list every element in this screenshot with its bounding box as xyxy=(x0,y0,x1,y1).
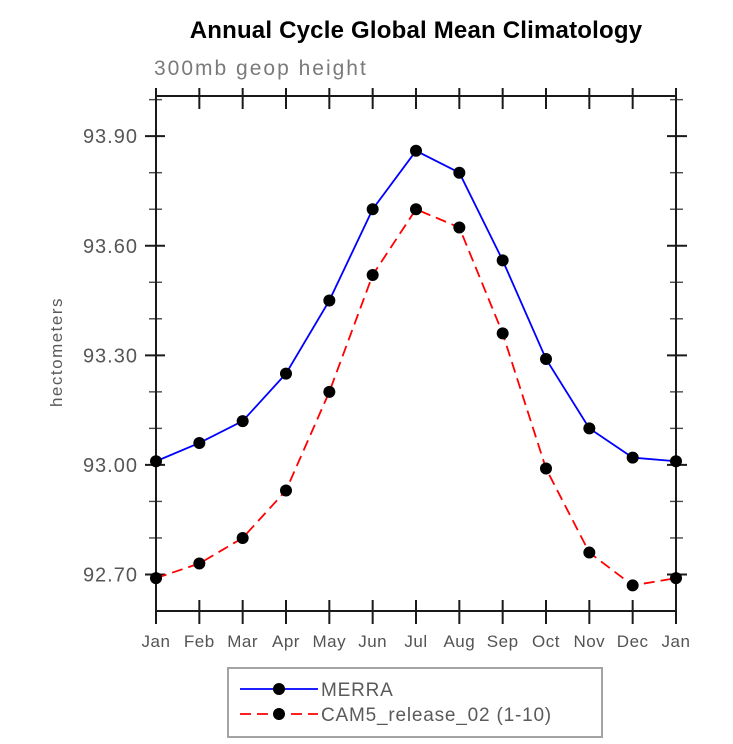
y-tick-label: 93.30 xyxy=(83,345,138,367)
merra-marker xyxy=(626,451,639,464)
merra-marker xyxy=(540,352,552,365)
cam5-release-02-1-10-marker xyxy=(410,203,422,216)
cam5-release-02-1-10-marker xyxy=(583,546,596,559)
x-tick-label: Apr xyxy=(272,632,300,651)
merra-marker xyxy=(150,455,162,468)
legend-marker-merra xyxy=(273,683,285,695)
y-tick-label: 93.90 xyxy=(83,126,138,148)
cam5-release-02-1-10-marker xyxy=(453,221,466,234)
legend-label-cam5-release-02-1-10: CAM5_release_02 (1-10) xyxy=(321,705,552,726)
x-tick-label: Jan xyxy=(662,632,691,651)
cam5-release-02-1-10-marker xyxy=(540,462,552,475)
chart-subtitle: 300mb geop height xyxy=(154,57,368,80)
merra-line xyxy=(155,149,677,463)
cam5-release-02-1-10-marker xyxy=(280,484,292,497)
cam5-release-02-1-10-marker xyxy=(496,327,509,340)
x-tick-label: Aug xyxy=(443,632,475,651)
legend-label-merra: MERRA xyxy=(321,680,394,701)
x-tick-label: Feb xyxy=(184,632,215,651)
cam5-release-02-1-10-marker xyxy=(626,579,639,592)
x-tick-label: Mar xyxy=(227,632,258,651)
merra-marker xyxy=(323,294,336,307)
merra-marker xyxy=(280,367,292,380)
legend-marker-cam5-release-02-1-10 xyxy=(273,708,285,720)
x-tick-label: Jan xyxy=(142,632,171,651)
merra-marker xyxy=(366,203,379,216)
x-tick-label: Oct xyxy=(532,632,560,651)
merra-marker xyxy=(410,144,422,157)
merra-marker xyxy=(670,455,682,468)
cam5-release-02-1-10-marker xyxy=(193,557,206,570)
y-tick-label: 93.60 xyxy=(83,236,138,258)
merra-marker xyxy=(583,422,596,435)
y-tick-label: 93.00 xyxy=(83,455,138,477)
cam5-release-02-1-10-marker xyxy=(670,572,682,585)
x-tick-label: Dec xyxy=(617,632,649,651)
x-tick-label: Nov xyxy=(573,632,605,651)
merra-marker xyxy=(496,254,509,267)
x-tick-label: Sep xyxy=(487,632,519,651)
legend-box xyxy=(227,667,603,738)
x-tick-label: Jun xyxy=(358,632,387,651)
merra-marker xyxy=(453,166,466,179)
cam5-release-02-1-10-line xyxy=(155,208,677,587)
cam5-release-02-1-10-marker xyxy=(236,531,249,544)
y-tick-label: 92.70 xyxy=(83,564,138,586)
chart-title: Annual Cycle Global Mean Climatology xyxy=(189,17,643,44)
merra-marker xyxy=(193,436,206,449)
plot-border xyxy=(155,95,677,612)
cam5-release-02-1-10-marker xyxy=(150,572,162,585)
cam5-release-02-1-10-marker xyxy=(323,385,336,398)
cam5-release-02-1-10-marker xyxy=(366,268,379,281)
merra-marker xyxy=(236,415,249,428)
x-tick-label: Jul xyxy=(404,632,427,651)
x-tick-label: May xyxy=(313,632,347,651)
